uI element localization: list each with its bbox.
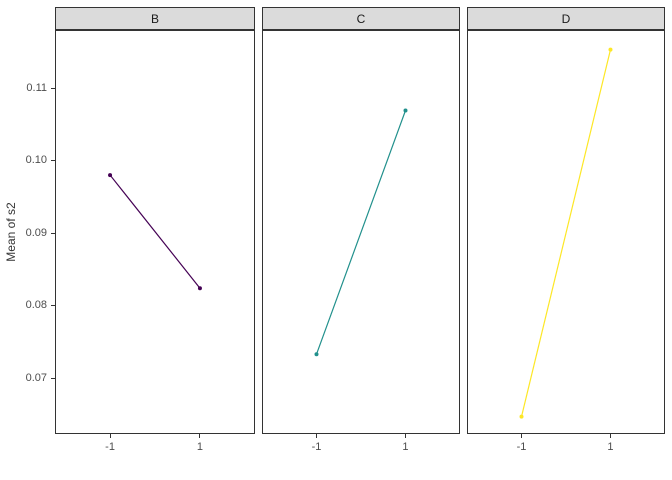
x-tick-label: 1 <box>402 441 409 453</box>
y-tick-mark <box>51 305 55 307</box>
facet-panel-C <box>262 30 460 434</box>
segment-D <box>520 49 612 417</box>
data-point-B-1 <box>197 286 202 291</box>
line-series-D <box>519 47 613 419</box>
y-tick-label: 0.09 <box>25 226 47 239</box>
x-tick-mark <box>199 434 201 438</box>
facet-panel-B <box>55 30 255 434</box>
segment-C <box>315 110 407 355</box>
y-tick-mark <box>51 160 55 162</box>
data-point-B--1 <box>108 173 113 178</box>
line-series-C <box>314 108 408 357</box>
data-point-C--1 <box>314 352 319 357</box>
y-tick-label: 0.10 <box>25 154 47 167</box>
y-tick-label: 0.11 <box>26 81 47 94</box>
y-tick-mark <box>51 232 55 234</box>
x-tick-label: -1 <box>311 441 322 453</box>
data-point-D--1 <box>519 414 524 419</box>
segment-B <box>109 174 201 289</box>
data-point-D-1 <box>608 47 613 52</box>
x-tick-label: -1 <box>105 441 115 453</box>
x-tick-mark <box>109 434 111 438</box>
facet-strip-B: B <box>55 7 255 30</box>
facet-panel-D <box>467 30 665 434</box>
x-tick-label: 1 <box>607 441 614 453</box>
line-series-B <box>108 173 202 291</box>
facet-strip-C: C <box>262 7 460 30</box>
y-tick-mark <box>51 87 55 89</box>
y-tick-mark <box>51 377 55 379</box>
x-tick-label: -1 <box>516 441 527 453</box>
x-tick-mark <box>521 434 522 438</box>
x-tick-mark <box>316 434 317 438</box>
x-tick-mark <box>404 434 406 438</box>
y-tick-label: 0.08 <box>25 299 47 312</box>
facet-strip-D: D <box>467 7 665 30</box>
data-point-C-1 <box>403 108 408 113</box>
y-tick-label: 0.07 <box>25 371 47 384</box>
x-tick-mark <box>609 434 611 438</box>
x-tick-label: 1 <box>196 441 203 453</box>
